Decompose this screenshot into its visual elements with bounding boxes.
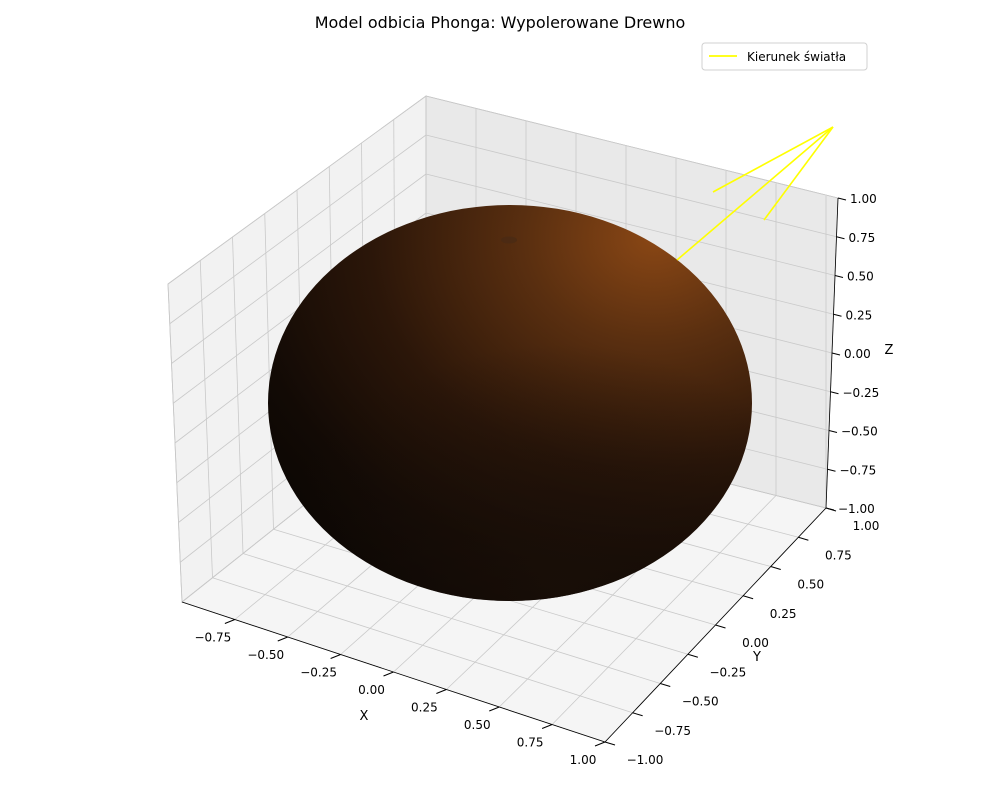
grid-line-z-left xyxy=(169,134,427,325)
grid-line-z xyxy=(425,173,836,276)
grid-line-y xyxy=(212,577,633,714)
sphere-lower-shade xyxy=(268,205,752,601)
tick-marks xyxy=(224,197,847,747)
x-tick-mark xyxy=(277,636,288,642)
y-tick-mark xyxy=(604,741,616,746)
x-tick-mark xyxy=(224,619,236,624)
y-tick-mark xyxy=(798,536,809,541)
grid-line-y xyxy=(242,553,661,684)
x-tick-label: 0.50 xyxy=(464,718,491,732)
y-tick-mark xyxy=(660,683,671,687)
z-tick-mark xyxy=(827,468,836,472)
y-tick-mark xyxy=(715,624,726,629)
x-tick-label: −0.75 xyxy=(194,631,231,645)
y-tick-mark xyxy=(770,566,781,570)
x-tick-mark xyxy=(383,671,394,677)
y-tick-label: 1.00 xyxy=(853,519,880,533)
z-tick-label: 1.00 xyxy=(850,192,877,206)
y-tick-label: 0.50 xyxy=(797,578,824,592)
z-tick-mark xyxy=(831,352,841,356)
y-tick-mark xyxy=(687,653,699,658)
x-tick-mark xyxy=(436,689,447,694)
grid-line-z-left xyxy=(167,95,427,285)
z-tick-mark xyxy=(828,430,838,433)
y-axis-label: Y xyxy=(752,650,761,665)
sphere-pole-mark xyxy=(501,236,517,244)
z-tick-label: −1.00 xyxy=(838,502,875,516)
z-tick-label: 0.75 xyxy=(849,231,876,245)
x-tick-label: 0.75 xyxy=(517,736,544,750)
z-tick-mark xyxy=(836,236,845,240)
x-tick-mark xyxy=(489,706,500,712)
z-tick-label: −0.25 xyxy=(843,386,880,400)
y-tick-label: −0.25 xyxy=(709,665,746,679)
z-tick-mark xyxy=(830,391,839,395)
x-tick-label: 1.00 xyxy=(570,753,597,767)
y-tick-label: 0.75 xyxy=(825,548,852,562)
x-tick-label: −0.50 xyxy=(247,648,284,662)
light-line-3 xyxy=(676,126,834,261)
y-tick-label: −0.50 xyxy=(682,695,719,709)
x-tick-label: 0.00 xyxy=(358,683,385,697)
z-tick-label: −0.50 xyxy=(841,425,878,439)
legend: Kierunek światła xyxy=(701,42,868,71)
y-tick-mark xyxy=(632,712,643,717)
legend-box xyxy=(701,42,868,71)
y-tick-mark xyxy=(742,595,754,600)
x-tick-label: −0.25 xyxy=(300,666,337,680)
z-axis-label: Z xyxy=(885,343,894,358)
tick-labels: −0.75 −0.50 −0.25 0.00 0.25 0.50 0.75 1.00 −1.00… xyxy=(194,192,879,767)
z-tick-label: 0.25 xyxy=(846,308,873,322)
z-tick-mark xyxy=(837,197,847,201)
chart-title: Model odbicia Phonga: Wypolerowane Drewn… xyxy=(315,13,686,32)
grid-line-z xyxy=(425,134,837,238)
z-tick-mark xyxy=(834,275,844,278)
z-tick-label: −0.75 xyxy=(840,463,877,477)
y-tick-label: −0.75 xyxy=(654,724,691,738)
z-tick-mark xyxy=(825,507,835,511)
x-tick-mark xyxy=(541,724,553,729)
light-line-1 xyxy=(712,126,834,193)
x-tick-mark xyxy=(330,654,341,659)
x-axis-label: X xyxy=(360,709,369,724)
y-tick-label: −1.00 xyxy=(627,753,664,767)
z-tick-mark xyxy=(833,313,842,317)
z-tick-label: 0.00 xyxy=(844,347,871,361)
y-tick-label: 0.00 xyxy=(742,636,769,650)
z-tick-label: 0.50 xyxy=(847,270,874,284)
grid-line-z-left xyxy=(171,173,427,364)
light-line-2 xyxy=(763,126,834,221)
x-tick-label: 0.25 xyxy=(411,701,438,715)
y-tick-label: 0.25 xyxy=(770,607,797,621)
light-direction-lines xyxy=(676,126,834,261)
x-tick-mark xyxy=(594,741,606,747)
legend-label: Kierunek światła xyxy=(747,50,846,64)
